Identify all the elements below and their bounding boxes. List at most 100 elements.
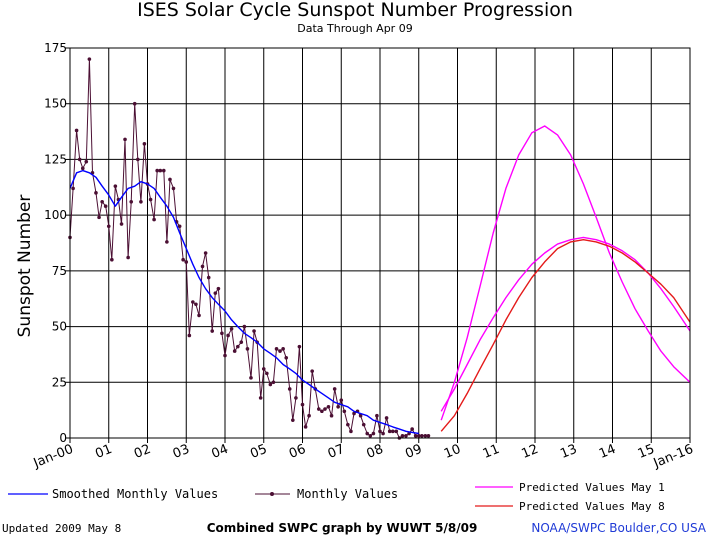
x-tick-label: 14 (597, 442, 618, 462)
monthly-value-point (191, 300, 195, 304)
monthly-value-point (136, 157, 140, 162)
monthly-value-point (155, 168, 159, 173)
monthly-value-point (339, 398, 344, 402)
x-tick-label: 04 (210, 442, 231, 462)
monthly-value-point (390, 429, 395, 434)
footer-updated: Updated 2009 May 8 (2, 522, 121, 535)
monthly-value-point (129, 199, 134, 204)
monthly-value-point (100, 199, 104, 204)
monthly-value-point (281, 347, 285, 351)
monthly-value-point (152, 217, 156, 222)
x-tick-label: 09 (403, 442, 424, 462)
y-axis-label: Sunspot Number (15, 195, 35, 338)
y-tick-label: 0 (59, 431, 67, 445)
monthly-value-point (139, 199, 143, 204)
monthly-value-point (368, 433, 373, 438)
monthly-value-point (71, 186, 75, 191)
monthly-value-point (97, 215, 101, 220)
monthly-value-point (284, 355, 289, 360)
monthly-value-point (332, 387, 337, 391)
series-line-predicted-values-may-1 (440, 236, 691, 412)
monthly-value-point (420, 433, 424, 438)
monthly-value-point (326, 405, 331, 409)
footer-credit: Combined SWPC graph by WUWT 5/8/09 (207, 521, 478, 535)
monthly-value-point (371, 431, 376, 436)
monthly-value-point (206, 275, 211, 280)
monthly-value-point (300, 402, 305, 407)
x-tick-label: 01 (93, 442, 114, 462)
monthly-value-point (342, 409, 347, 414)
monthly-value-point (200, 264, 205, 269)
x-tick-label: Jan-16 (651, 442, 696, 472)
monthly-value-point (110, 257, 114, 262)
x-tick-label: 13 (558, 442, 579, 462)
grid-lines (65, 47, 691, 443)
monthly-value-point (329, 413, 334, 418)
series-layer (68, 57, 691, 440)
monthly-value-point (400, 433, 405, 438)
monthly-value-point (365, 431, 370, 436)
monthly-value-point (158, 168, 163, 173)
monthly-value-point (375, 413, 379, 418)
legend-may1-label: Predicted Values May 1 (519, 481, 665, 494)
x-tick-label: 12 (520, 442, 541, 462)
series-line-monthly-values (69, 58, 429, 439)
legend-smoothed-label: Smoothed Monthly Values (52, 487, 218, 501)
x-tick-label: 15 (636, 442, 657, 462)
monthly-value-point (184, 260, 189, 264)
monthly-value-point (278, 349, 282, 353)
legend-may8-label: Predicted Values May 8 (519, 500, 665, 513)
monthly-value-point (274, 347, 279, 351)
monthly-value-point (336, 405, 340, 409)
monthly-value-point (404, 433, 408, 438)
monthly-value-point (94, 191, 98, 195)
monthly-value-point (378, 429, 382, 434)
monthly-value-point (320, 409, 324, 414)
monthly-value-point (361, 422, 366, 427)
y-tick-label: 100 (44, 208, 67, 222)
monthly-value-point (161, 168, 166, 173)
chart-title: ISES Solar Cycle Sunspot Number Progress… (137, 0, 573, 21)
monthly-value-point (346, 422, 350, 427)
monthly-value-point (220, 331, 224, 336)
monthly-value-point (216, 286, 221, 291)
monthly-value-point (210, 329, 215, 333)
x-tick-label: 08 (365, 442, 386, 462)
monthly-value-point (258, 396, 263, 400)
monthly-value-point (77, 157, 82, 162)
monthly-value-point (352, 411, 356, 416)
x-tick-label: 03 (171, 442, 192, 462)
monthly-value-point (80, 166, 85, 171)
y-tick-label: 50 (52, 320, 67, 334)
y-tick-label: 125 (44, 152, 67, 166)
monthly-value-point (316, 407, 321, 411)
monthly-value-point (252, 329, 256, 333)
monthly-value-point (187, 333, 192, 338)
monthly-value-point (103, 204, 108, 209)
monthly-value-point (423, 433, 428, 438)
monthly-value-point (168, 177, 172, 182)
monthly-value-point (381, 431, 385, 436)
monthly-value-point (245, 347, 250, 351)
monthly-value-point (297, 344, 302, 349)
monthly-value-point (410, 427, 414, 431)
monthly-value-point (242, 324, 247, 329)
monthly-value-point (203, 251, 208, 255)
legend-monthly-dot (270, 492, 274, 496)
monthly-value-point (384, 416, 389, 420)
monthly-value-point (74, 128, 79, 133)
monthly-value-point (181, 257, 185, 262)
monthly-value-point (171, 186, 176, 191)
monthly-value-point (229, 327, 234, 331)
y-tick-labels: 0 25 50 75 100 125 150 175 (44, 41, 67, 445)
y-tick-label: 175 (44, 41, 67, 55)
monthly-value-point (223, 353, 227, 358)
monthly-value-point (226, 333, 230, 338)
monthly-value-point (394, 429, 399, 434)
monthly-value-point (165, 240, 169, 244)
y-tick-label: 25 (52, 375, 67, 389)
legend: Smoothed Monthly Values Monthly Values P… (8, 481, 665, 513)
y-tick-label: 150 (44, 97, 67, 111)
monthly-value-point (349, 429, 353, 434)
monthly-value-point (84, 159, 89, 164)
